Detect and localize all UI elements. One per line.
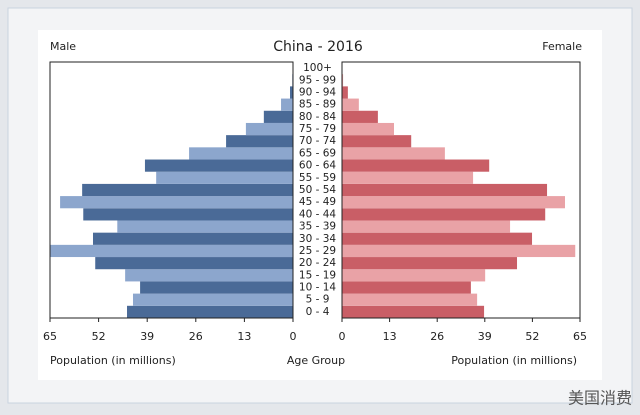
bar — [342, 135, 412, 148]
category-label: 35 - 39 — [299, 221, 336, 233]
x-tick-label: 26 — [430, 330, 444, 343]
bar — [342, 232, 533, 245]
bar — [50, 244, 293, 258]
bar — [281, 98, 293, 111]
x-axis-label: Population (in millions) — [50, 354, 176, 367]
left-series-name: Male — [50, 40, 76, 53]
x-tick-label: 52 — [525, 330, 539, 343]
bar — [342, 98, 359, 111]
bar — [342, 269, 486, 282]
category-label: 60 - 64 — [299, 160, 337, 172]
bar — [342, 74, 344, 87]
category-label: 80 - 84 — [299, 111, 337, 123]
bar — [144, 159, 293, 172]
bar — [263, 110, 293, 123]
category-label: 40 - 44 — [299, 208, 337, 220]
x-tick-label: 0 — [290, 330, 297, 343]
bar — [132, 293, 293, 306]
watermark: 美国消费 — [568, 389, 632, 408]
category-label: 85 - 89 — [299, 99, 336, 111]
x-tick-label: 39 — [140, 330, 154, 343]
x-tick-label: 52 — [92, 330, 106, 343]
category-label: 75 - 79 — [299, 123, 336, 135]
bar — [92, 232, 293, 245]
bar — [117, 220, 294, 233]
category-label: 65 - 69 — [299, 147, 336, 159]
x-tick-label: 0 — [339, 330, 346, 343]
category-label: 10 - 14 — [299, 282, 337, 294]
category-label: 0 - 4 — [306, 306, 330, 318]
bar — [60, 196, 294, 209]
category-label: 25 - 29 — [299, 245, 336, 257]
category-label: 50 - 54 — [299, 184, 337, 196]
bar — [226, 135, 293, 148]
bar — [342, 122, 394, 136]
category-label: 20 - 24 — [299, 257, 337, 269]
bar — [245, 122, 293, 136]
bar — [140, 281, 293, 294]
category-label: 95 - 99 — [299, 74, 336, 86]
bar — [342, 86, 348, 99]
x-tick-label: 39 — [478, 330, 492, 343]
bar — [342, 171, 474, 184]
bar — [342, 159, 490, 172]
x-tick-label: 26 — [189, 330, 203, 343]
category-label: 70 - 74 — [299, 135, 337, 147]
bar — [95, 257, 293, 270]
right-series-name: Female — [542, 40, 582, 53]
x-axis-label: Population (in millions) — [451, 354, 577, 367]
bar — [127, 305, 294, 318]
chart-title: China - 2016 — [273, 39, 363, 55]
bar — [82, 183, 293, 197]
bar — [342, 244, 576, 258]
bar — [125, 269, 294, 282]
bar — [342, 147, 445, 160]
bar — [290, 86, 293, 99]
bar — [342, 305, 485, 318]
x-tick-label: 13 — [237, 330, 251, 343]
x-tick-label: 65 — [43, 330, 57, 343]
bar — [342, 183, 548, 197]
category-label: 100+ — [303, 62, 332, 74]
x-tick-label: 13 — [383, 330, 397, 343]
category-label: 30 - 34 — [299, 233, 337, 245]
bar — [342, 220, 511, 233]
bar — [342, 257, 518, 270]
category-axis-label: Age Group — [287, 354, 345, 367]
category-label: 55 - 59 — [299, 172, 336, 184]
bar — [189, 147, 293, 160]
bar — [342, 281, 471, 294]
bar — [83, 208, 293, 221]
category-label: 5 - 9 — [306, 294, 330, 306]
x-tick-label: 65 — [573, 330, 587, 343]
plot-frame — [341, 61, 581, 319]
bar — [156, 171, 293, 184]
category-label: 90 - 94 — [299, 86, 337, 98]
category-label: 45 - 49 — [299, 196, 336, 208]
bar — [342, 293, 478, 306]
bar — [342, 196, 565, 209]
bar — [342, 208, 546, 221]
category-label: 15 - 19 — [299, 269, 336, 281]
plot-frame — [49, 61, 294, 319]
bar — [342, 110, 378, 123]
